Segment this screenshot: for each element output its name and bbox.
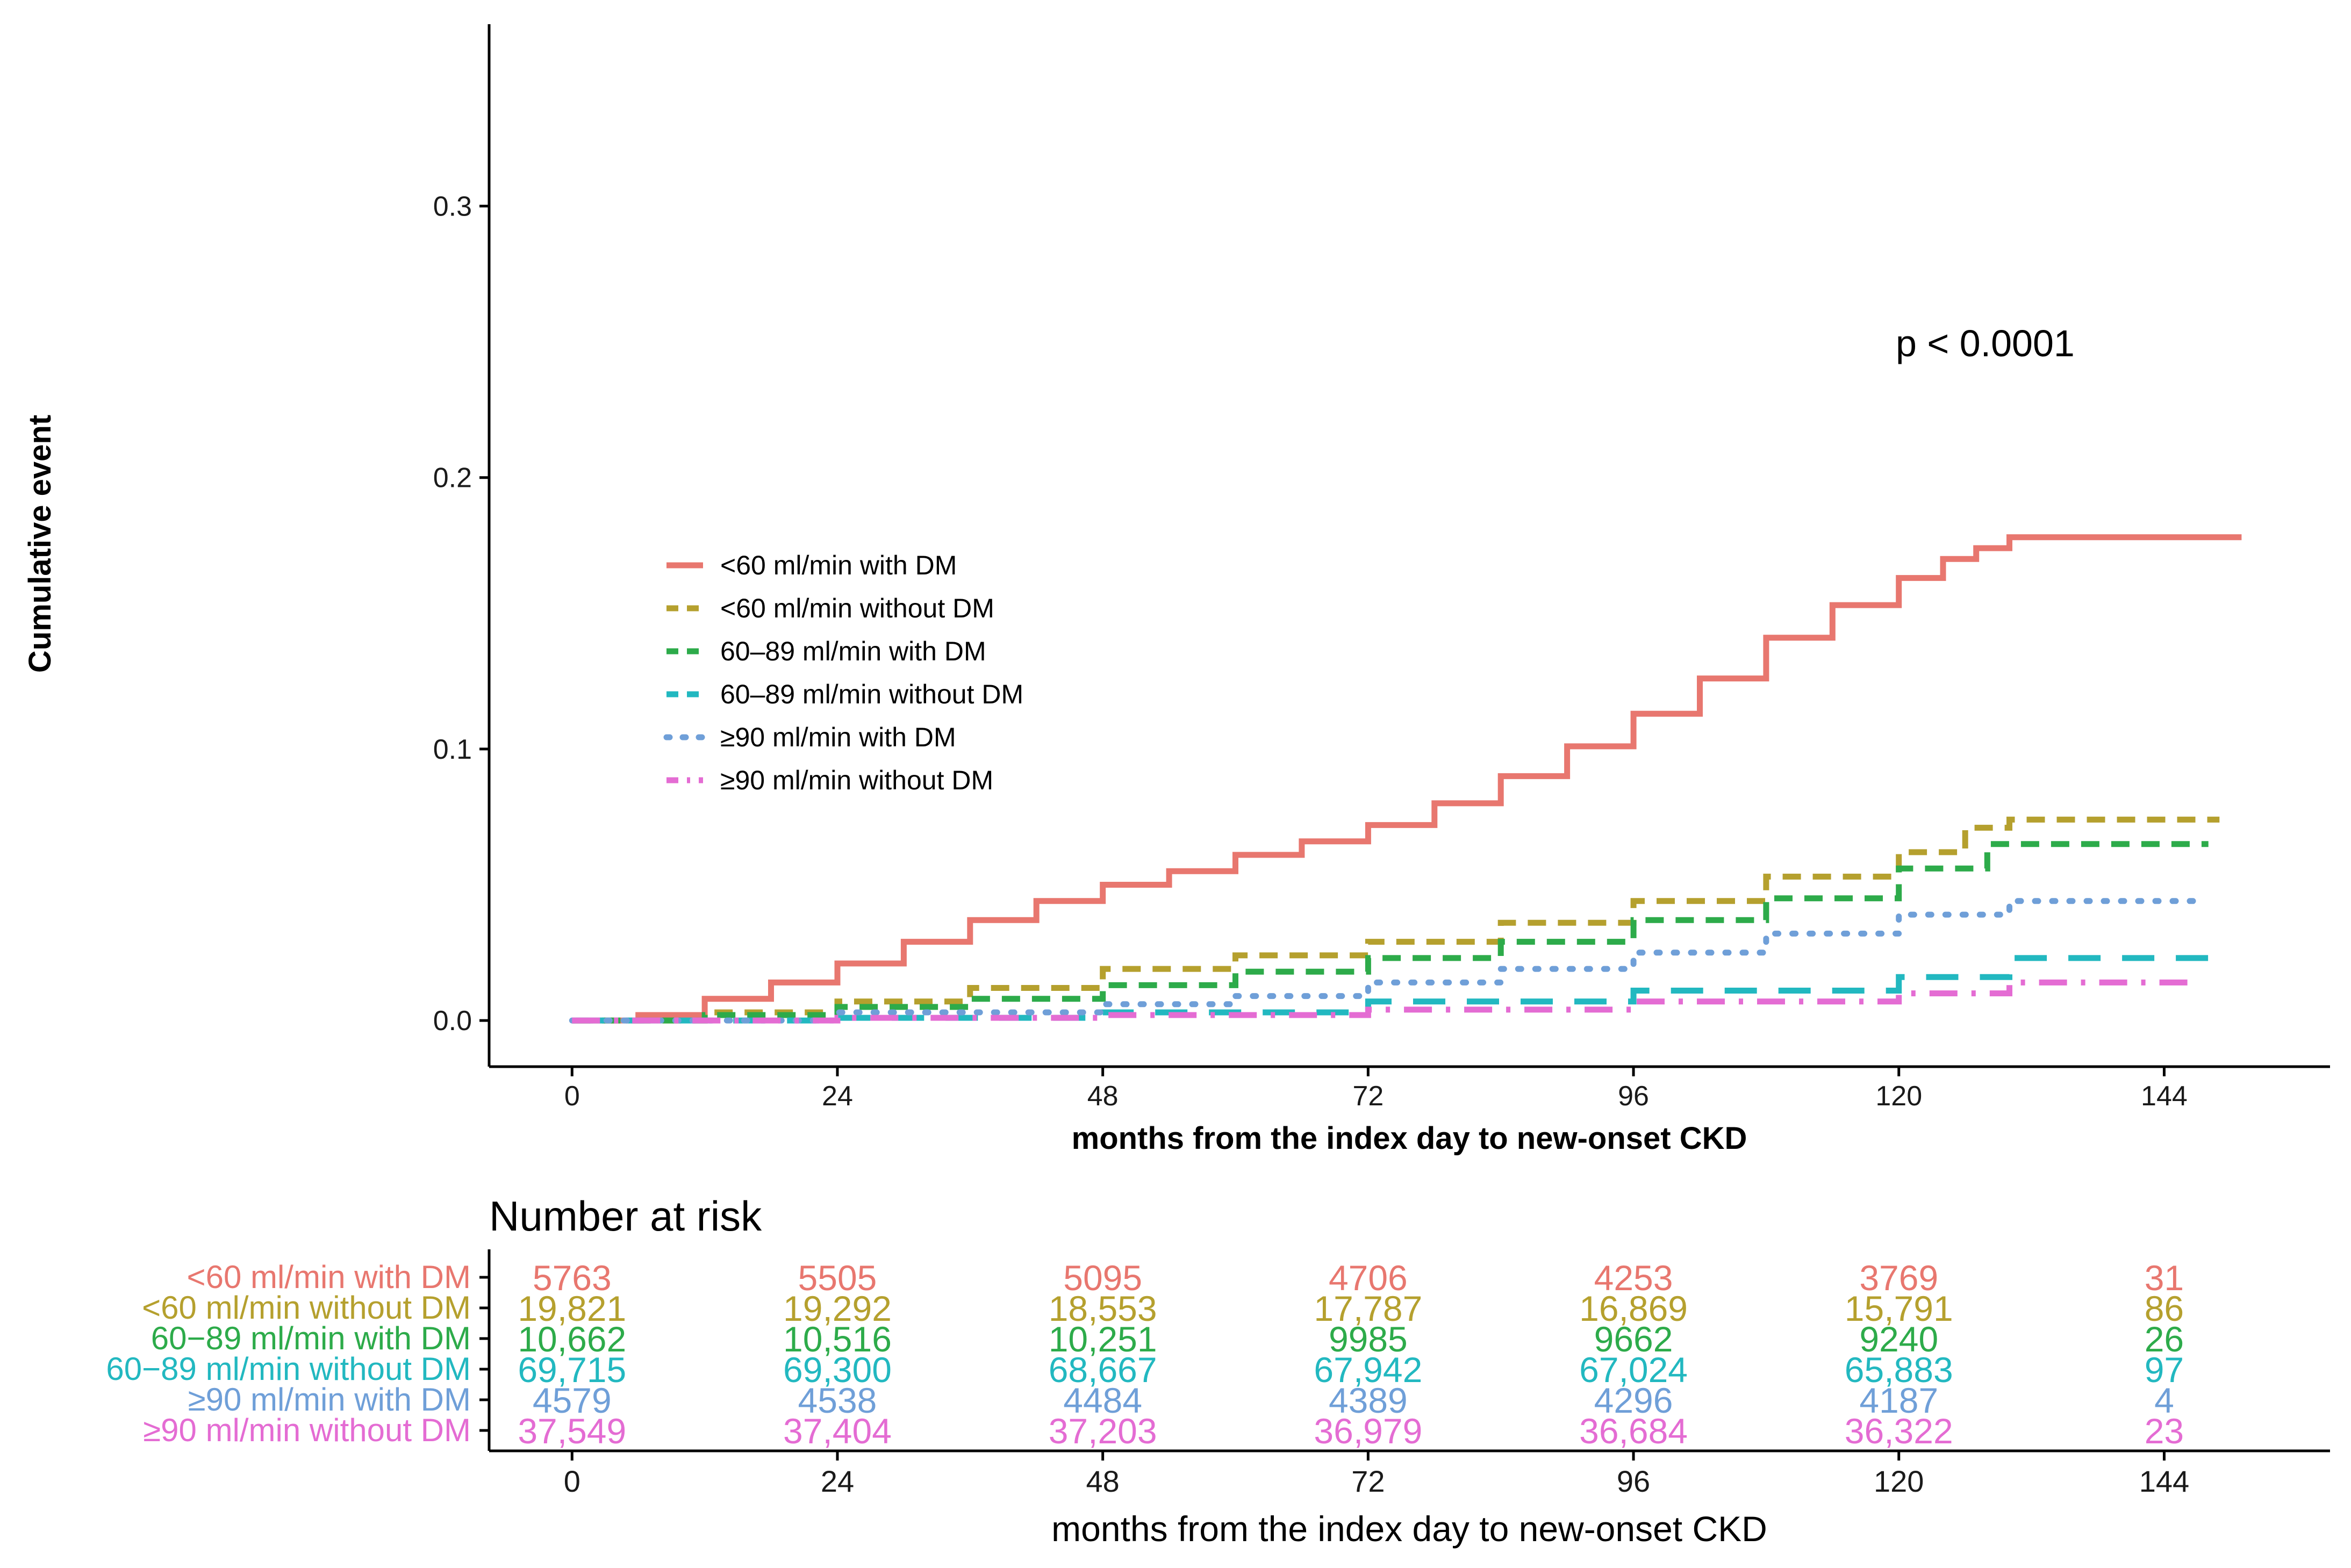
y-tick-label: 0.3	[433, 191, 472, 222]
y-tick-label: 0.0	[433, 1005, 472, 1037]
p-value-annotation: p < 0.0001	[1896, 322, 2075, 364]
risk-count: 4296	[1594, 1380, 1673, 1420]
risk-count: 9662	[1594, 1319, 1673, 1359]
series-line-5	[569, 898, 2201, 1024]
legend-label-3: 60–89 ml/min with DM	[720, 636, 986, 666]
x-tick-label: 0	[564, 1081, 580, 1112]
risk-count: 3769	[1859, 1258, 1938, 1298]
y-ticks: 0.0 0.1 0.2 0.3	[433, 191, 489, 1037]
risk-row-label-5: ≥90 ml/min with DM	[188, 1382, 471, 1418]
risk-x-tick-label: 24	[821, 1464, 854, 1498]
risk-count: 4	[2154, 1380, 2174, 1420]
risk-count: 37,203	[1049, 1411, 1157, 1451]
legend-label-1: <60 ml/min with DM	[720, 550, 957, 580]
risk-count: 65,883	[1845, 1350, 1953, 1390]
risk-count: 4538	[798, 1380, 877, 1420]
risk-row-label-4: 60−89 ml/min without DM	[106, 1351, 471, 1387]
series-line-1	[572, 534, 2242, 1024]
risk-count: 37,404	[783, 1411, 892, 1451]
risk-count: 9985	[1329, 1319, 1408, 1359]
risk-count: 5095	[1063, 1258, 1142, 1298]
risk-row-label-2: <60 ml/min without DM	[142, 1290, 471, 1326]
risk-count: 4389	[1329, 1380, 1408, 1420]
y-tick-label: 0.1	[433, 734, 472, 765]
series-line-2	[572, 816, 2220, 1024]
x-tick-label: 24	[822, 1081, 853, 1112]
x-tick-label: 120	[1875, 1081, 1922, 1112]
risk-table-title: Number at risk	[489, 1192, 762, 1240]
risk-count: 15,791	[1845, 1289, 1953, 1328]
series-line-4	[572, 955, 2220, 1024]
risk-count: 67,942	[1314, 1350, 1422, 1390]
risk-row-label-1: <60 ml/min with DM	[187, 1259, 471, 1295]
x-tick-label: 72	[1352, 1081, 1384, 1112]
risk-count: 9240	[1859, 1319, 1938, 1359]
legend-label-5: ≥90 ml/min with DM	[720, 722, 956, 752]
risk-count: 17,787	[1314, 1289, 1422, 1328]
risk-count: 31	[2145, 1258, 2184, 1298]
risk-table: Number at risk <60 ml/min with DM 5763 550…	[106, 1192, 2330, 1549]
y-tick-label: 0.2	[433, 463, 472, 494]
x-tick-label: 144	[2141, 1081, 2188, 1112]
risk-count: 5763	[533, 1258, 612, 1298]
risk-count: 5505	[798, 1258, 877, 1298]
risk-count: 16,869	[1579, 1289, 1688, 1328]
legend-label-4: 60–89 ml/min without DM	[720, 679, 1023, 709]
risk-count: 36,979	[1314, 1411, 1422, 1451]
risk-x-ticks: 0 24 48 72 96 120 144	[564, 1451, 2189, 1498]
risk-count: 19,292	[783, 1289, 892, 1328]
y-axis-title: Cumulative event	[23, 415, 58, 673]
legend: <60 ml/min with DM <60 ml/min without DM 6…	[663, 550, 1023, 795]
risk-row-label-6: ≥90 ml/min without DM	[143, 1412, 471, 1448]
series-line-3	[572, 841, 2209, 1024]
x-tick-label: 96	[1618, 1081, 1649, 1112]
risk-count: 4706	[1329, 1258, 1408, 1298]
series-lines	[569, 534, 2242, 1024]
risk-x-tick-label: 120	[1874, 1464, 1924, 1498]
risk-x-tick-label: 144	[2139, 1464, 2189, 1498]
risk-count: 69,300	[783, 1350, 892, 1390]
risk-count: 36,322	[1845, 1411, 1953, 1451]
risk-row-label-3: 60−89 ml/min with DM	[151, 1320, 471, 1356]
risk-count: 37,549	[518, 1411, 626, 1451]
risk-count: 86	[2145, 1289, 2184, 1328]
risk-count: 68,667	[1049, 1350, 1157, 1390]
main-plot: 0.0 0.1 0.2 0.3 0 24 48 72 96 120 144 months from…	[23, 24, 2330, 1156]
risk-x-axis-title: months from the index day to new-onset C…	[1051, 1509, 1767, 1549]
risk-count: 4187	[1859, 1380, 1938, 1420]
risk-count: 10,516	[783, 1319, 892, 1359]
risk-count: 23	[2145, 1411, 2184, 1451]
x-axis-title: months from the index day to new-onset C…	[1072, 1121, 1747, 1156]
risk-count: 69,715	[518, 1350, 626, 1390]
risk-x-tick-label: 96	[1617, 1464, 1650, 1498]
risk-count: 4484	[1063, 1380, 1142, 1420]
risk-count: 26	[2145, 1319, 2184, 1359]
series-line-6	[572, 979, 2198, 1024]
risk-x-tick-label: 48	[1086, 1464, 1120, 1498]
risk-count: 10,251	[1049, 1319, 1157, 1359]
risk-count: 36,684	[1579, 1411, 1688, 1451]
x-tick-label: 48	[1087, 1081, 1119, 1112]
risk-count: 4253	[1594, 1258, 1673, 1298]
risk-count: 18,553	[1049, 1289, 1157, 1328]
risk-count: 67,024	[1579, 1350, 1688, 1390]
risk-x-tick-label: 72	[1351, 1464, 1385, 1498]
risk-x-tick-label: 0	[564, 1464, 580, 1498]
risk-count: 10,662	[518, 1319, 626, 1359]
risk-count: 97	[2145, 1350, 2184, 1390]
legend-label-2: <60 ml/min without DM	[720, 593, 994, 623]
risk-count: 19,821	[518, 1289, 626, 1328]
risk-rows: <60 ml/min with DM 5763 5505 5095 4706 4253 37…	[106, 1258, 2184, 1451]
x-ticks: 0 24 48 72 96 120 144	[564, 1067, 2188, 1112]
risk-count: 4579	[533, 1380, 612, 1420]
legend-label-6: ≥90 ml/min without DM	[720, 765, 993, 795]
